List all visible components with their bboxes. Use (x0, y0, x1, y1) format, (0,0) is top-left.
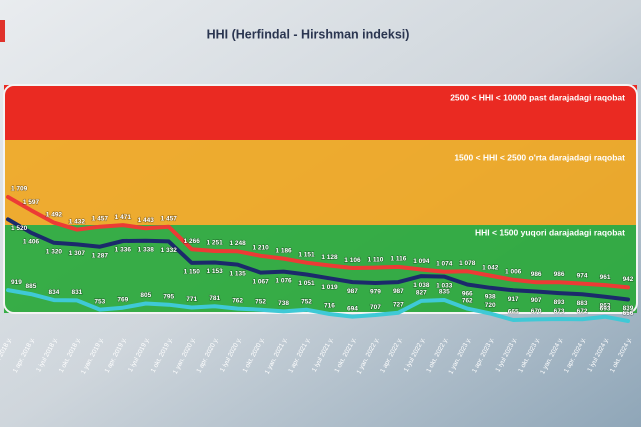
band-high (4, 85, 637, 140)
data-label: 1 457 (92, 215, 109, 222)
data-label: 673 (554, 308, 565, 315)
data-label: 1 186 (275, 247, 292, 254)
data-label: 1 457 (161, 215, 178, 222)
data-label: 781 (209, 295, 220, 302)
data-label: 907 (531, 297, 542, 304)
data-label: 716 (324, 303, 335, 310)
data-label: 1 210 (252, 245, 269, 252)
data-label: 1 471 (115, 214, 132, 221)
side-mark (0, 20, 5, 42)
band-label: 2500 < HHI < 10000 past darajadagi raqob… (450, 92, 625, 102)
data-label: 835 (439, 289, 450, 296)
data-label: 1 006 (505, 269, 522, 276)
data-label: 665 (508, 309, 519, 316)
data-label: 1 332 (161, 247, 178, 254)
data-label: 938 (485, 294, 496, 301)
data-label: 1 248 (229, 240, 246, 247)
data-label: 1 151 (298, 251, 315, 258)
data-label: 834 (48, 289, 59, 296)
data-label: 693 (600, 305, 611, 312)
data-label: 1 110 (367, 256, 383, 263)
data-label: 769 (117, 296, 128, 303)
series-line (6, 217, 630, 302)
data-label: 720 (485, 302, 496, 309)
data-label: 863 (600, 302, 611, 309)
data-label: 1 307 (69, 250, 86, 257)
data-label: 987 (347, 288, 358, 295)
band-label: 1500 < HHI < 2500 o'rta darajadagi raqob… (454, 152, 625, 162)
data-label: 1 078 (459, 260, 476, 267)
data-label: 1 150 (184, 269, 201, 276)
data-label: 1 266 (184, 238, 201, 245)
data-label: 1 128 (321, 254, 338, 261)
data-label: 1 042 (482, 264, 499, 271)
data-label: 738 (278, 300, 289, 307)
data-label: 752 (301, 298, 312, 305)
data-label: 1 033 (436, 282, 453, 289)
series-line (6, 288, 630, 323)
data-label: 1 338 (138, 246, 155, 253)
data-label: 1 074 (436, 261, 453, 268)
data-label: 1 492 (46, 211, 63, 218)
data-label: 1 320 (46, 249, 63, 256)
data-label: 839 (623, 305, 634, 312)
data-label: 727 (393, 301, 404, 308)
data-label: 1 067 (252, 278, 269, 285)
data-label: 986 (554, 271, 565, 278)
data-label: 974 (577, 272, 588, 279)
data-label: 1 153 (207, 268, 224, 275)
data-label: 917 (508, 296, 519, 303)
data-label: 1 038 (413, 282, 430, 289)
data-label: 986 (531, 271, 542, 278)
data-label: 1 116 (390, 256, 406, 263)
data-label: 987 (393, 288, 404, 295)
data-label: 1 432 (69, 218, 86, 225)
data-label: 1 443 (138, 217, 155, 224)
data-label: 885 (26, 283, 37, 290)
data-label: 656 (623, 310, 634, 317)
data-label: 805 (140, 292, 151, 299)
data-label: 1 336 (115, 247, 132, 254)
data-label: 752 (255, 298, 266, 305)
band-label: HHI < 1500 yuqori darajadagi raqobat (475, 227, 625, 237)
data-label: 670 (531, 308, 542, 315)
data-label: 942 (623, 276, 634, 283)
data-label: 979 (370, 289, 381, 296)
data-label: 1 597 (23, 199, 40, 206)
data-label: 827 (416, 290, 427, 297)
data-label: 919 (11, 279, 22, 286)
data-label: 762 (232, 297, 243, 304)
data-label: 1 406 (23, 238, 40, 245)
data-label: 1 287 (92, 252, 109, 259)
data-label: 771 (186, 296, 197, 303)
band-mid (4, 140, 637, 225)
data-label: 966 (462, 290, 473, 297)
data-label: 672 (577, 308, 588, 315)
data-label: 1 051 (298, 280, 315, 287)
chart-title: HHI (Herfindal - Hirshman indeksi) (207, 27, 410, 41)
data-label: 1 076 (275, 277, 292, 284)
data-label: 795 (163, 293, 174, 300)
data-label: 694 (347, 305, 358, 312)
data-label: 753 (94, 298, 105, 305)
data-label: 1 094 (413, 258, 430, 265)
band-low (4, 225, 637, 313)
series-line (6, 195, 630, 290)
data-label: 831 (71, 289, 82, 296)
data-label: 883 (577, 300, 588, 307)
data-label: 1 019 (321, 284, 338, 291)
data-label: 961 (600, 274, 611, 281)
data-label: 1 135 (229, 270, 246, 277)
data-label: 762 (462, 297, 473, 304)
data-label: 893 (554, 299, 565, 306)
data-label: 1 106 (344, 257, 361, 264)
data-label: 1 709 (11, 186, 28, 193)
data-label: 1 520 (11, 225, 28, 232)
data-label: 1 251 (207, 240, 224, 247)
data-label: 707 (370, 304, 381, 311)
